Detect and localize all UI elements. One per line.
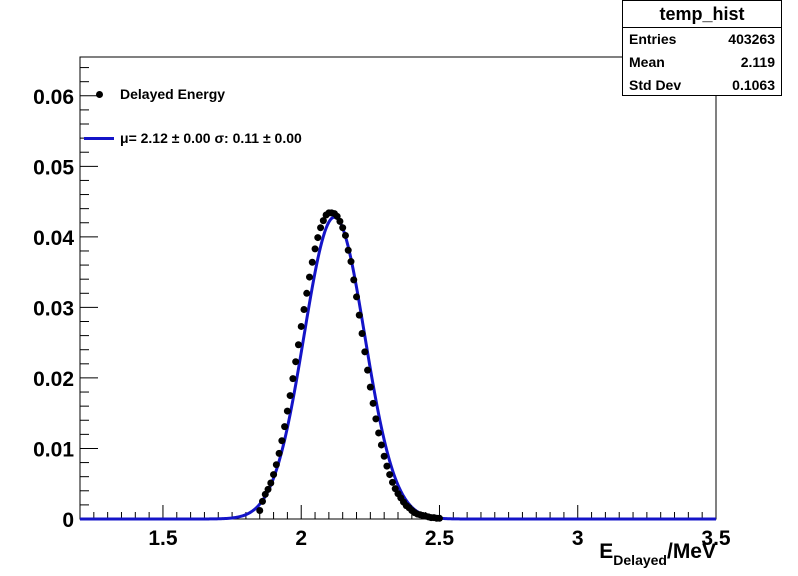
stats-label: Mean <box>629 54 665 70</box>
data-point <box>358 329 366 337</box>
data-point <box>353 293 361 301</box>
data-point <box>361 348 369 356</box>
legend-entry-data: Delayed Energy <box>84 86 225 102</box>
data-point <box>272 461 280 469</box>
data-point <box>278 437 286 445</box>
data-point <box>366 383 374 391</box>
y-tick-label: 0 <box>62 509 74 532</box>
stats-label: Entries <box>629 31 677 47</box>
data-point <box>270 471 278 479</box>
data-point <box>256 507 264 515</box>
data-point <box>380 452 388 460</box>
legend-entry-fit: μ= 2.12 ± 0.00 σ: 0.11 ± 0.00 <box>84 130 302 146</box>
y-tick-label: 0.03 <box>33 297 74 320</box>
stats-value: 403263 <box>728 31 775 47</box>
data-point <box>300 306 308 314</box>
data-point <box>350 276 358 284</box>
data-point <box>283 407 291 415</box>
x-tick-label: 3 <box>572 527 584 550</box>
stats-box: temp_hist Entries 403263 Mean 2.119 Std … <box>622 0 782 96</box>
stats-row-stddev: Std Dev 0.1063 <box>623 74 781 97</box>
data-point <box>319 217 327 225</box>
y-tick-label: 0.05 <box>33 156 74 179</box>
data-point <box>386 471 394 479</box>
data-point <box>294 341 302 349</box>
data-point <box>364 366 372 374</box>
stats-row-mean: Mean 2.119 <box>623 51 781 74</box>
data-point <box>344 246 352 254</box>
data-point <box>347 258 355 266</box>
x-axis-label: EDelayed/MeV <box>599 540 716 568</box>
x-tick-label: 1.5 <box>148 527 178 550</box>
y-tick-label: 0.04 <box>33 227 74 250</box>
legend-label-fit: μ= 2.12 ± 0.00 σ: 0.11 ± 0.00 <box>120 130 302 146</box>
data-point <box>275 449 283 457</box>
data-point <box>264 485 272 493</box>
data-point <box>372 415 380 423</box>
data-point <box>317 224 325 232</box>
data-point <box>297 322 305 330</box>
stats-label: Std Dev <box>629 77 682 93</box>
x-tick-label: 2 <box>295 527 307 550</box>
data-point <box>286 392 294 400</box>
data-point <box>289 375 297 383</box>
legend: Delayed Energy μ= 2.12 ± 0.00 σ: 0.11 ± … <box>84 80 384 160</box>
data-point <box>281 423 289 431</box>
y-tick-label: 0.01 <box>33 438 74 461</box>
x-tick-label: 2.5 <box>425 527 455 550</box>
data-point <box>377 441 385 449</box>
data-point <box>308 258 316 266</box>
data-point <box>292 358 300 366</box>
data-point <box>267 479 275 487</box>
data-point <box>306 273 314 281</box>
x-tick-label: 3.5 <box>701 527 731 550</box>
data-point <box>259 497 267 505</box>
data-point <box>311 245 319 253</box>
data-point <box>383 462 391 470</box>
legend-marker-dot <box>84 90 114 98</box>
stats-value: 0.1063 <box>732 77 775 93</box>
legend-marker-line <box>84 136 114 140</box>
data-point <box>336 217 344 225</box>
legend-label-data: Delayed Energy <box>120 86 226 102</box>
data-point <box>314 234 322 242</box>
stats-row-entries: Entries 403263 <box>623 28 781 51</box>
data-point <box>303 289 311 297</box>
stats-title: temp_hist <box>623 1 781 28</box>
fit-curve <box>80 215 716 521</box>
data-point <box>339 224 347 232</box>
y-tick-label: 0.02 <box>33 368 74 391</box>
stats-value: 2.119 <box>740 54 775 70</box>
data-point <box>355 311 363 319</box>
data-point <box>369 399 377 407</box>
y-tick-label: 0.06 <box>33 86 74 109</box>
data-point <box>375 429 383 437</box>
data-point <box>388 478 396 486</box>
data-point <box>341 231 349 239</box>
data-point <box>435 514 443 522</box>
